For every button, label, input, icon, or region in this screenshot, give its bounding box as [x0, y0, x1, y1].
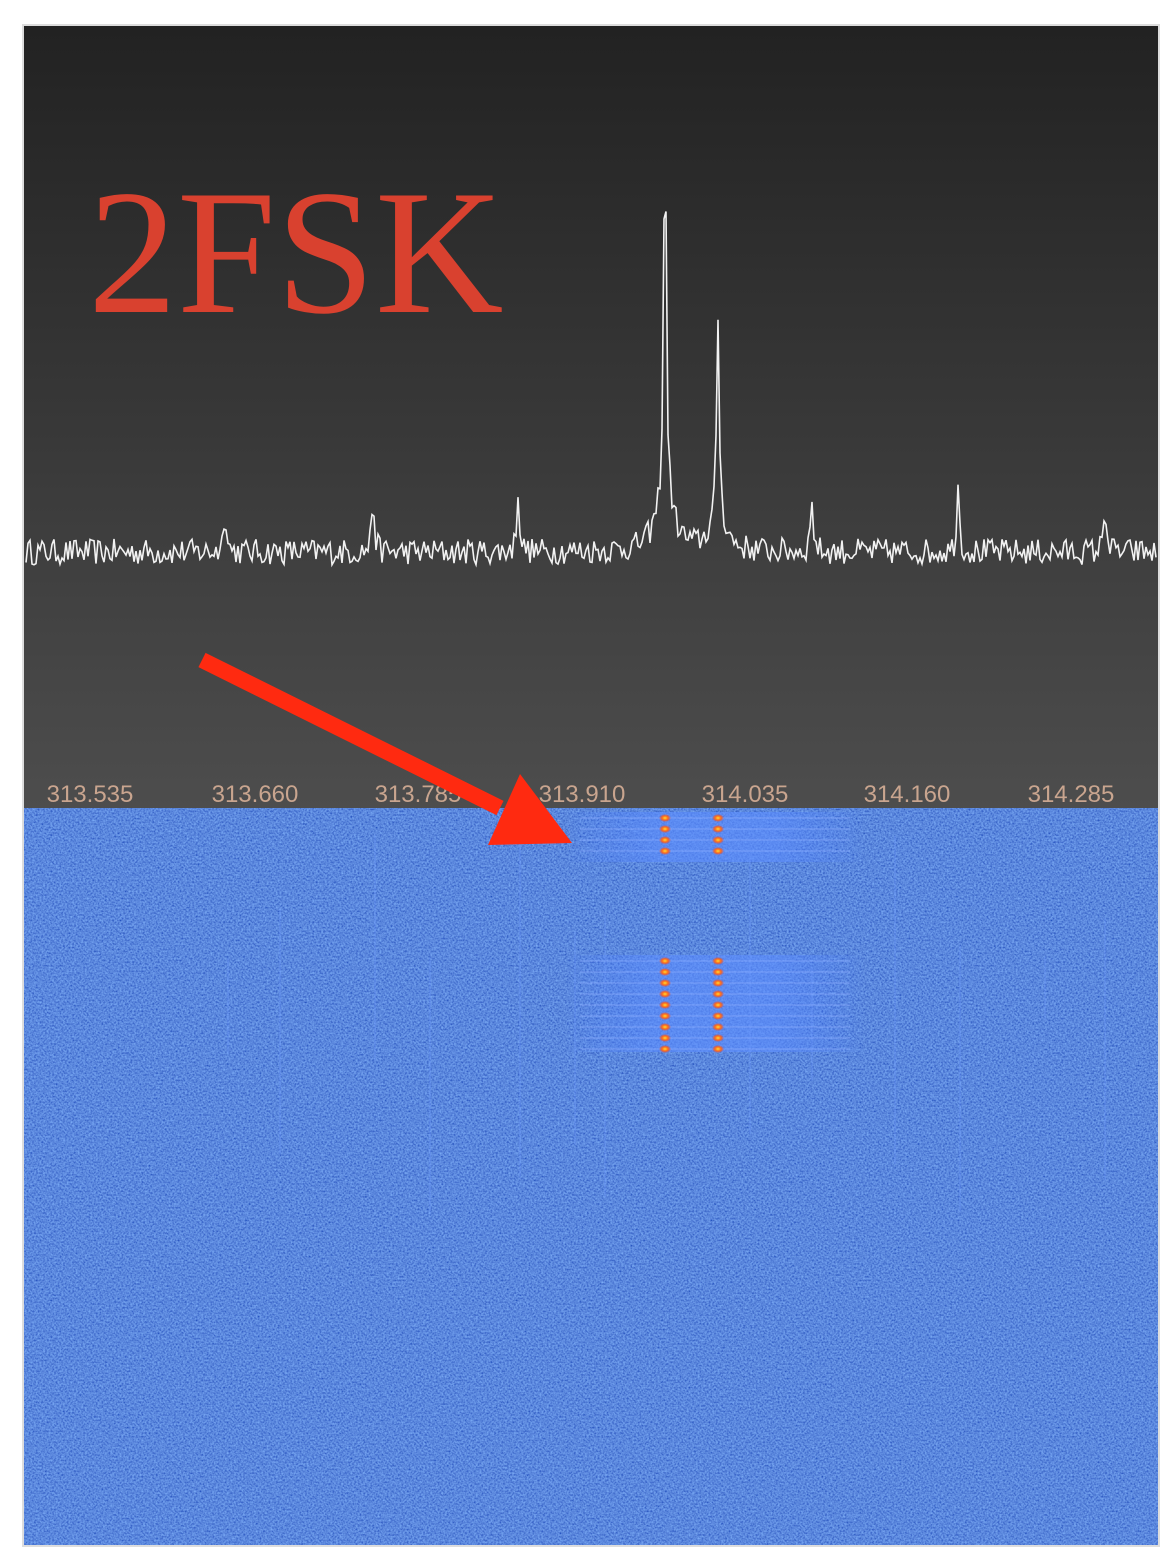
screenshot: 313.535 313.660 313.785 313.910 314.035 …	[0, 0, 1167, 1562]
signal-hotspot	[659, 1012, 671, 1020]
signal-hotspot	[712, 990, 724, 998]
waterfall	[24, 808, 1158, 1545]
signal-hotspot	[659, 1045, 671, 1053]
frequency-label: 313.660	[212, 781, 299, 808]
frequency-label: 313.910	[539, 781, 626, 808]
signal-hotspot	[712, 1045, 724, 1053]
spectrum-background	[24, 26, 1158, 808]
signal-hotspot	[712, 847, 724, 855]
signal-hotspot	[659, 990, 671, 998]
frequency-label: 314.035	[702, 781, 789, 808]
signal-hotspot	[659, 847, 671, 855]
annotation-label: 2FSK	[88, 153, 504, 351]
frequency-label: 314.285	[1028, 781, 1115, 808]
frequency-label: 313.535	[47, 781, 134, 808]
frequency-label: 314.160	[864, 781, 951, 808]
signal-hotspot	[712, 836, 724, 844]
signal-hotspot	[659, 836, 671, 844]
signal-hotspot	[659, 979, 671, 987]
signal-hotspot	[659, 1023, 671, 1031]
signal-hotspot	[712, 968, 724, 976]
signal-hotspot	[659, 957, 671, 965]
signal-hotspot	[712, 1023, 724, 1031]
signal-hotspot	[659, 1034, 671, 1042]
signal-hotspot	[659, 825, 671, 833]
signal-hotspot	[712, 1034, 724, 1042]
signal-hotspot	[659, 1001, 671, 1009]
signal-hotspot	[659, 968, 671, 976]
signal-hotspot	[712, 1001, 724, 1009]
signal-hotspot	[712, 957, 724, 965]
signal-hotspot	[712, 814, 724, 822]
signal-hotspot	[712, 1012, 724, 1020]
signal-hotspot	[712, 979, 724, 987]
signal-hotspot	[659, 814, 671, 822]
signal-hotspot	[712, 825, 724, 833]
